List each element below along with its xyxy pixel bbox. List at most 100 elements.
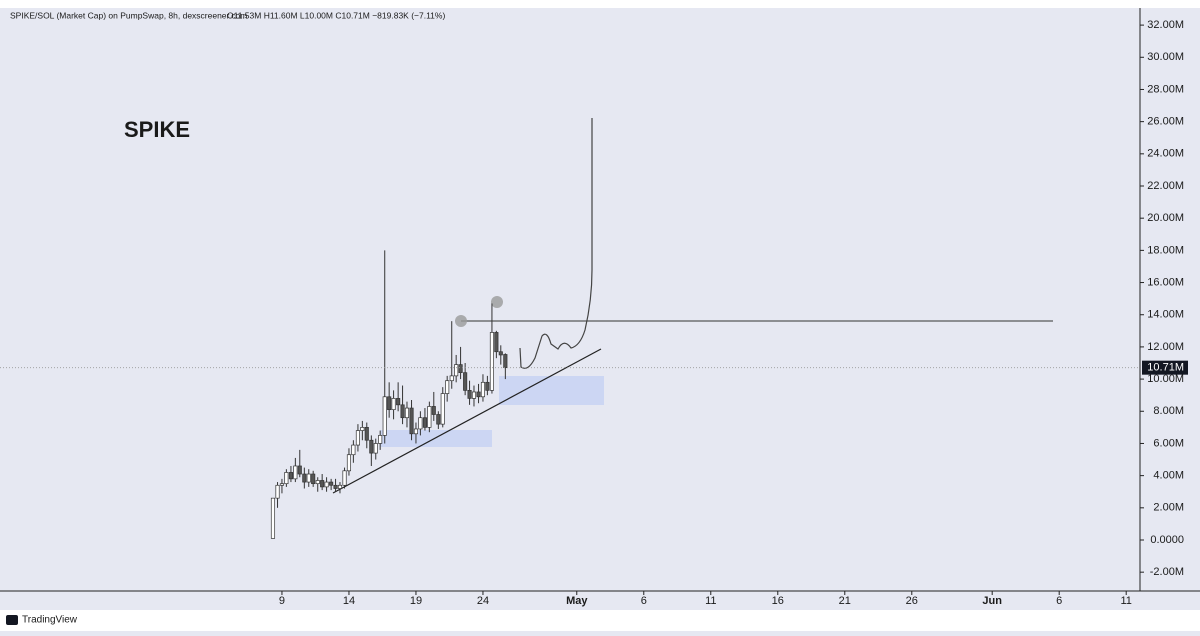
chart-title: SPIKE/SOL (Market Cap) on PumpSwap, 8h, … [10, 10, 247, 20]
candle-body [471, 391, 477, 399]
candle-body [458, 364, 463, 374]
candle-body [409, 407, 414, 435]
candle-body [333, 484, 338, 489]
candles [270, 250, 508, 539]
y-tick-label: 26.00M [1147, 116, 1184, 128]
candle-body [351, 444, 356, 456]
x-tick-label: Jun [982, 595, 1002, 607]
candle-body [329, 481, 334, 486]
projection-path [519, 118, 593, 369]
x-tick-label: 9 [279, 595, 285, 607]
candle-body [476, 391, 481, 398]
candle-body [355, 430, 360, 446]
candle-body [293, 465, 298, 480]
candle-body [436, 414, 441, 425]
candle-body [311, 473, 316, 485]
candle-body [463, 372, 468, 391]
candle-body [275, 484, 280, 499]
candle-body [400, 404, 405, 419]
y-tick-label: 6.00M [1153, 437, 1184, 449]
candle-body [302, 473, 307, 483]
y-tick-label: 18.00M [1147, 244, 1184, 256]
y-tick-label: 32.00M [1147, 19, 1184, 31]
drawings [332, 118, 1053, 494]
candle-body [391, 398, 396, 411]
candle-body [422, 417, 427, 428]
candle-body [382, 396, 387, 436]
y-tick-label: 20.00M [1147, 212, 1184, 224]
ohlc-readout: O11.53M H11.60M L10.00M C10.71M −819.83K… [227, 10, 445, 20]
candle-body [320, 480, 325, 488]
candle-body [364, 427, 369, 441]
x-tick-label: 14 [343, 595, 355, 607]
marker [491, 296, 503, 308]
candle-body [431, 406, 436, 415]
candle-body [494, 332, 499, 353]
demand-zone [499, 376, 604, 405]
candle-body [342, 470, 347, 486]
candle-body [378, 435, 383, 444]
y-tick-label: 2.00M [1153, 502, 1184, 514]
top-bar [0, 0, 1200, 8]
trendline [332, 348, 602, 494]
candle-body [485, 381, 490, 391]
candle-body [306, 473, 311, 483]
candle-body [288, 472, 293, 480]
y-tick-label: 4.00M [1153, 470, 1184, 482]
footer-bar [0, 610, 1200, 631]
last-price-box [1142, 360, 1188, 375]
x-tick-label: 6 [1056, 595, 1062, 607]
marker [455, 315, 467, 327]
y-tick-label: 22.00M [1147, 180, 1184, 192]
candle-body [480, 381, 486, 398]
candle-body [284, 472, 289, 485]
annotation: SPIKE [124, 117, 190, 142]
candle-body [449, 375, 454, 382]
candle-body [467, 390, 472, 399]
candle-body [440, 393, 445, 425]
candle-body [413, 428, 419, 435]
x-tick-label: May [566, 595, 588, 607]
footer-text: TradingView [22, 615, 78, 626]
candle-body [489, 332, 494, 391]
candle-body [373, 443, 378, 454]
x-tick-label: 24 [477, 595, 489, 607]
last-price-label: 10.71M [1147, 362, 1184, 374]
x-tick-label: 11 [1120, 595, 1131, 607]
y-tick-label: 30.00M [1147, 51, 1184, 63]
demand-zone [380, 430, 492, 447]
x-tick-label: 26 [906, 595, 918, 607]
x-tick-label: 11 [705, 595, 716, 607]
candle-body [387, 396, 392, 411]
footer-logo: TradingView [6, 615, 78, 626]
candle-body [396, 398, 401, 406]
candle-body [315, 480, 320, 485]
y-tick-label: 16.00M [1147, 276, 1184, 288]
candle-body [346, 454, 352, 472]
y-tick-label: 14.00M [1147, 309, 1184, 321]
y-tick-label: -2.00M [1150, 566, 1184, 578]
candle-body [337, 484, 343, 489]
y-tick-label: 24.00M [1147, 148, 1184, 160]
x-tick-label: 21 [839, 595, 851, 607]
candle-body [270, 497, 276, 539]
candle-body [279, 483, 285, 486]
x-tick-label: 16 [772, 595, 784, 607]
candle-body [503, 354, 508, 369]
candle-body [454, 364, 459, 377]
candle-body [418, 417, 423, 430]
candle-body [360, 427, 365, 431]
candle-body [445, 380, 450, 394]
candle-body [498, 351, 503, 356]
candle-body [324, 481, 329, 488]
y-tick-label: 0.0000 [1150, 534, 1184, 546]
candle-body [427, 406, 432, 428]
y-tick-label: 28.00M [1147, 83, 1184, 95]
y-tick-label: 12.00M [1147, 341, 1184, 353]
candle-body [297, 465, 302, 475]
x-tick-label: 6 [641, 595, 647, 607]
logo-icon [6, 615, 18, 625]
y-tick-label: 8.00M [1153, 405, 1184, 417]
